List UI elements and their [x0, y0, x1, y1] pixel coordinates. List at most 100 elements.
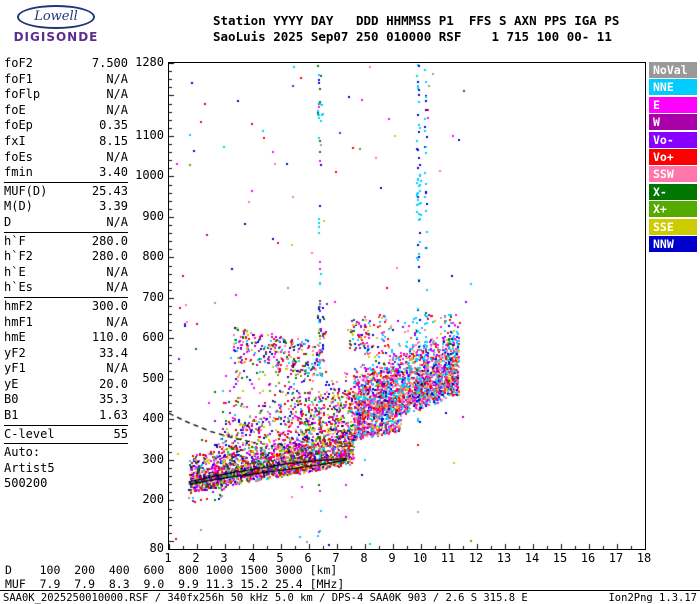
param-value: N/A [106, 87, 128, 102]
param-label: B0 [4, 392, 19, 407]
x-tick-label-10: 10 [412, 551, 428, 565]
param-row-hmE: hmE 110.0 [4, 330, 128, 346]
param-row-fmin: fmin 3.40 [4, 165, 128, 181]
x-tick-label-15: 15 [552, 551, 568, 565]
param-label: yF1 [4, 361, 26, 376]
y-tick-label-300: 300 [142, 451, 164, 466]
param-row-hmF1: hmF1 N/A [4, 315, 128, 331]
param-row-MUF(D): MUF(D) 25.43 [4, 184, 128, 200]
parameter-panel: foF2 7.500 foF1 N/A foFlp N/A foE N/A foEp 0.35 fx… [4, 55, 128, 493]
x-tick-label-7: 7 [332, 551, 340, 565]
param-row-C-level: C-level 55 [4, 427, 128, 443]
param-row-D: D N/A [4, 215, 128, 231]
param-label: MUF(D) [4, 183, 48, 198]
param-value: N/A [106, 314, 128, 329]
param-label: hmF2 [4, 298, 33, 313]
param-value: 20.0 [99, 376, 128, 391]
param-value: 3.40 [99, 165, 128, 180]
param-row-foF1: foF1 N/A [4, 72, 128, 88]
legend-item-X+: X+ [649, 201, 697, 218]
y-tick-label-200: 200 [142, 492, 164, 507]
param-label: yF2 [4, 345, 26, 360]
param-label: D [4, 214, 12, 229]
lowell-digisonde-logo: Lowell DIGISONDE [6, 5, 106, 44]
param-row-foE: foE N/A [4, 103, 128, 119]
legend-item-SSE: SSE [649, 218, 697, 235]
x-tick-label-6: 6 [304, 551, 312, 565]
y-tick-label-1280: 1280 [135, 55, 164, 69]
param-label: Auto: [4, 445, 41, 460]
legend-item-NoVal: NoVal [649, 62, 697, 78]
param-row-foEp: foEp 0.35 [4, 118, 128, 134]
param-label: foFlp [4, 87, 41, 102]
x-tick-label-1: 1 [164, 551, 172, 565]
param-row-B1: B1 1.63 [4, 408, 128, 424]
param-row-hmF2: hmF2 300.0 [4, 299, 128, 315]
param-row-foF2: foF2 7.500 [4, 56, 128, 72]
param-label: C-level [4, 426, 55, 441]
legend-item-Vo-: Vo- [649, 131, 697, 148]
legend-item-X-: X- [649, 183, 697, 200]
y-tick-label-600: 600 [142, 330, 164, 345]
x-tick-label-13: 13 [496, 551, 512, 565]
param-value: 110.0 [91, 330, 128, 345]
legend-item-Vo+: Vo+ [649, 148, 697, 165]
param-value: N/A [106, 264, 128, 279]
digisonde-wordmark: DIGISONDE [13, 30, 99, 44]
param-label: h`F [4, 233, 26, 248]
lowell-logo-ellipse: Lowell [17, 5, 95, 29]
param-value: 7.500 [91, 56, 128, 70]
param-value: 3.39 [99, 199, 128, 214]
y-tick-label-900: 900 [142, 208, 164, 223]
param-value: N/A [106, 102, 128, 117]
param-row-h`F2: h`F2 280.0 [4, 249, 128, 265]
param-label: M(D) [4, 199, 33, 214]
param-value: 280.0 [91, 249, 128, 264]
param-label: hmE [4, 330, 26, 345]
param-group: C-level 55 [4, 424, 128, 444]
header-station-values: SaoLuis 2025 Sep07 250 010000 RSF 1 715 … [213, 29, 612, 44]
param-label: Artist5 [4, 460, 55, 475]
y-tick-label-1100: 1100 [135, 127, 164, 142]
param-label: foEp [4, 118, 33, 133]
legend-item-E: E [649, 96, 697, 113]
x-tick-label-18: 18 [636, 551, 652, 565]
echo-direction-legend: NoVal NNE E W Vo- Vo+ SSW X- X+ SSE NNW [649, 62, 697, 253]
x-tick-label-14: 14 [524, 551, 540, 565]
param-row-yF2: yF2 33.4 [4, 346, 128, 362]
param-row-h`F: h`F 280.0 [4, 234, 128, 250]
x-tick-label-17: 17 [608, 551, 624, 565]
legend-item-NNE: NNE [649, 79, 697, 96]
param-label: foF1 [4, 71, 33, 86]
param-row-Auto:: Auto: [4, 445, 128, 461]
param-label: hmF1 [4, 314, 33, 329]
param-value: 1.63 [99, 408, 128, 423]
param-row-foEs: foEs N/A [4, 150, 128, 166]
param-row-fxI: fxI 8.15 [4, 134, 128, 150]
param-value: N/A [106, 214, 128, 229]
x-tick-label-12: 12 [468, 551, 484, 565]
x-tick-label-9: 9 [388, 551, 396, 565]
station-header: Station YYYY DAY DDD HHMMSS P1 FFS S AXN… [213, 13, 619, 45]
status-file-info: SAA0K_2025250010000.RSF / 340fx256h 50 k… [3, 592, 528, 604]
param-row-h`Es: h`Es N/A [4, 280, 128, 296]
x-tick-label-16: 16 [580, 551, 596, 565]
param-row-M(D): M(D) 3.39 [4, 199, 128, 215]
x-tick-label-11: 11 [440, 551, 456, 565]
param-value: 33.4 [99, 345, 128, 360]
y-tick-label-1000: 1000 [135, 168, 164, 183]
param-value: 35.3 [99, 392, 128, 407]
param-group: MUF(D) 25.43 M(D) 3.39 D N/A [4, 181, 128, 232]
param-value: N/A [106, 361, 128, 376]
x-tick-label-8: 8 [360, 551, 368, 565]
param-group: hmF2 300.0 hmF1 N/A hmE 110.0 yF2 33.4 yF1 N/A yE 2… [4, 296, 128, 425]
param-label: h`Es [4, 280, 33, 295]
distance-row: D 100 200 400 600 800 1000 1500 3000 [km… [5, 563, 338, 577]
y-tick-label-400: 400 [142, 411, 164, 426]
y-tick-label-800: 800 [142, 249, 164, 264]
x-tick-label-3: 3 [220, 551, 228, 565]
param-row-h`E: h`E N/A [4, 265, 128, 281]
param-label: h`E [4, 264, 26, 279]
param-group: Auto: Artist5 500200 [4, 443, 128, 493]
param-label: fmin [4, 165, 33, 180]
